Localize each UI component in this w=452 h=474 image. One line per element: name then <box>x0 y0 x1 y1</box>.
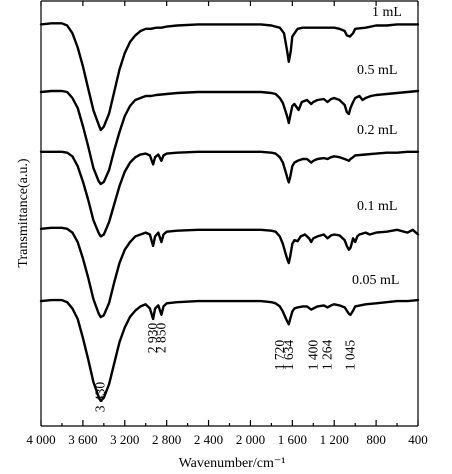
series-line <box>39 226 420 319</box>
x-tick-label: 800 <box>366 432 386 447</box>
peak-label: 1 264 <box>320 340 335 371</box>
series-line <box>39 298 420 403</box>
spectra <box>39 22 420 403</box>
x-tick-label: 1 200 <box>320 432 349 447</box>
series-label: 0.05 mL <box>352 273 399 288</box>
x-axis-label: Wavenumber/cm⁻¹ <box>179 456 286 471</box>
series-label: 0.1 mL <box>357 199 397 214</box>
x-tick-label: 4 000 <box>26 432 55 447</box>
peak-label: 2 930 <box>145 323 160 354</box>
series-label: 0.5 mL <box>357 63 397 78</box>
x-tick-label: 2 000 <box>236 432 265 447</box>
x-tick-label: 3 600 <box>68 432 97 447</box>
series-labels: 1 mL 0.5 mL 0.2 mL 0.1 mL 0.05 mL <box>352 5 402 288</box>
peak-label: 3 430 <box>93 382 108 413</box>
peak-label: 1 720 <box>272 340 287 371</box>
x-tick-label: 2 800 <box>152 432 181 447</box>
series-label: 0.2 mL <box>357 123 397 138</box>
x-tick-label: 400 <box>408 432 428 447</box>
x-ticks: 4 000 3 600 3 200 2 800 2 400 2 000 1 600 1 200… <box>26 1 428 447</box>
series-line <box>39 22 420 132</box>
series-line <box>39 89 420 186</box>
peak-label: 1 045 <box>343 340 358 371</box>
series-label: 1 mL <box>372 5 402 20</box>
x-tick-label: 1 600 <box>278 432 307 447</box>
peak-label: 2 850 <box>153 323 168 354</box>
y-axis-label: Transmittance(a.u.) <box>16 158 31 267</box>
peak-label: 1 634 <box>281 340 296 371</box>
series-line <box>39 150 420 238</box>
x-tick-label: 3 200 <box>110 432 139 447</box>
peak-label: 1 400 <box>305 340 320 371</box>
x-tick-label: 2 400 <box>194 432 223 447</box>
